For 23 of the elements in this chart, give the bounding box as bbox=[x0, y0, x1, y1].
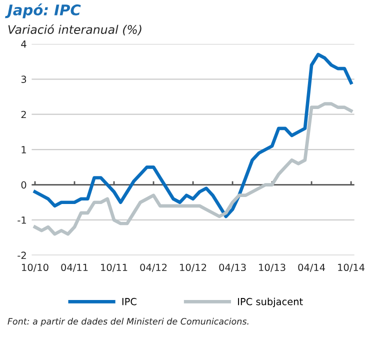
x-tick-label: 04/14 bbox=[298, 264, 326, 272]
text: Font: a partir de dades del Ministeri de Comunicacions. bbox=[8, 318, 248, 326]
x-tick-label: 04/13 bbox=[219, 264, 246, 272]
y-tick-label: 3 bbox=[21, 76, 26, 83]
y-tick-label: -1 bbox=[18, 216, 26, 224]
x-tick-label: 10/11 bbox=[101, 264, 128, 272]
x-tick-label: 10/10 bbox=[22, 264, 48, 272]
x-tick-label: 10/13 bbox=[259, 264, 286, 272]
line-series bbox=[33, 102, 353, 236]
y-tick-label: 2 bbox=[21, 110, 26, 118]
y-tick-label: 0 bbox=[21, 181, 26, 189]
x-tick-label: 10/14 bbox=[338, 264, 365, 272]
y-tick-label: -2 bbox=[18, 252, 26, 259]
y-tick-label: 4 bbox=[21, 40, 26, 48]
y-tick-label: 1 bbox=[22, 146, 26, 154]
x-tick-label: 04/11 bbox=[61, 264, 88, 272]
x-tick-label: 10/12 bbox=[180, 264, 206, 272]
x-tick-label: 04/12 bbox=[140, 264, 167, 272]
chart-subtitle: Variació interanual (%) bbox=[8, 24, 142, 36]
chart-title: Japó: IPC bbox=[5, 4, 81, 18]
line-series bbox=[33, 52, 353, 218]
legend-label: IPC subjacent bbox=[238, 298, 303, 308]
legend-label: IPC bbox=[122, 298, 136, 306]
